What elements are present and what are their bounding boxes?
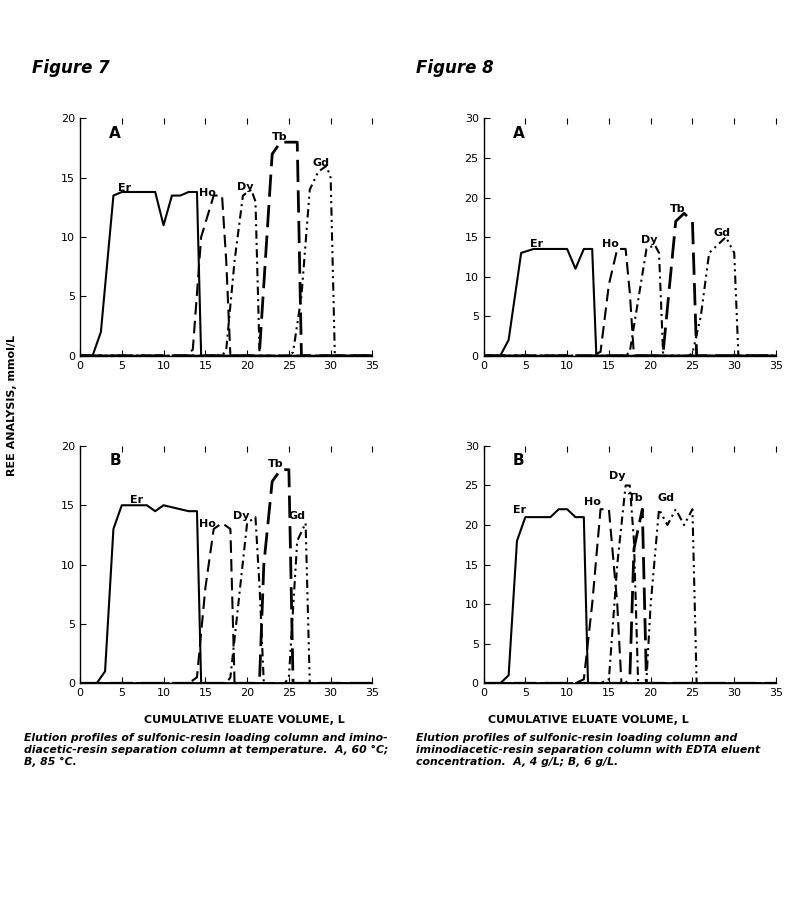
- Text: Gd: Gd: [289, 511, 306, 521]
- Text: Tb: Tb: [628, 493, 644, 503]
- Text: Er: Er: [513, 506, 526, 516]
- Text: Gd: Gd: [714, 228, 730, 238]
- Text: Elution profiles of sulfonic-resin loading column and imino-
diacetic-resin sepa: Elution profiles of sulfonic-resin loadi…: [24, 733, 388, 767]
- Text: Ho: Ho: [584, 497, 601, 507]
- Text: CUMULATIVE ELUATE VOLUME, L: CUMULATIVE ELUATE VOLUME, L: [144, 715, 344, 725]
- Text: Tb: Tb: [670, 204, 686, 214]
- Text: Er: Er: [118, 183, 130, 193]
- Text: Dy: Dy: [641, 235, 657, 245]
- Text: B: B: [513, 453, 525, 468]
- Text: Elution profiles of sulfonic-resin loading column and
iminodiacetic-resin separa: Elution profiles of sulfonic-resin loadi…: [416, 733, 760, 766]
- Text: Ho: Ho: [198, 518, 215, 528]
- Text: CUMULATIVE ELUATE VOLUME, L: CUMULATIVE ELUATE VOLUME, L: [488, 715, 688, 725]
- Text: REE ANALYSIS, mmol/L: REE ANALYSIS, mmol/L: [7, 335, 17, 476]
- Text: Tb: Tb: [272, 132, 288, 142]
- Text: Dy: Dy: [233, 511, 250, 521]
- Text: Tb: Tb: [268, 459, 284, 469]
- Text: Figure 8: Figure 8: [416, 59, 494, 77]
- Text: Dy: Dy: [237, 181, 254, 191]
- Text: Figure 7: Figure 7: [32, 59, 110, 77]
- Text: Dy: Dy: [609, 471, 626, 481]
- Text: Er: Er: [130, 495, 143, 505]
- Text: Gd: Gd: [312, 158, 330, 168]
- Text: B: B: [110, 453, 121, 468]
- Text: Gd: Gd: [658, 493, 674, 503]
- Text: A: A: [513, 126, 525, 140]
- Text: Er: Er: [530, 239, 542, 249]
- Text: Ho: Ho: [602, 239, 619, 249]
- Text: A: A: [110, 126, 121, 140]
- Text: Ho: Ho: [198, 188, 215, 198]
